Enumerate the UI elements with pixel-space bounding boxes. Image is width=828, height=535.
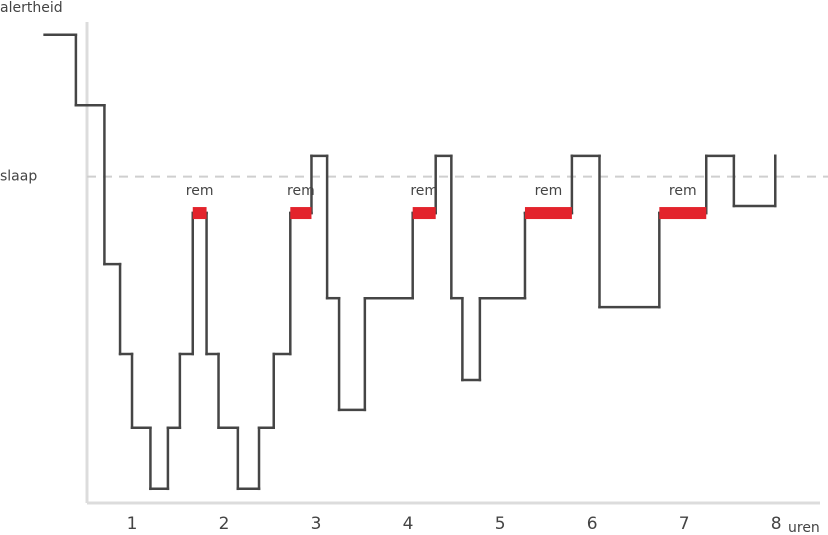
rem-bar — [659, 207, 707, 220]
x-tick-label: 4 — [403, 514, 414, 534]
rem-bar — [412, 207, 436, 220]
reference-label: slaap — [0, 169, 37, 185]
x-axis-label: uren — [788, 520, 820, 535]
x-tick-label: 2 — [219, 514, 230, 534]
y-axis-label: alertheid — [0, 0, 63, 16]
rem-label: rem — [535, 183, 563, 199]
x-tick-label: 6 — [587, 514, 598, 534]
rem-label: rem — [287, 183, 315, 199]
rem-label: rem — [669, 183, 697, 199]
rem-bar — [524, 207, 572, 220]
x-tick-label: 3 — [311, 514, 322, 534]
x-tick-label: 8 — [771, 514, 782, 534]
rem-label: rem — [410, 183, 438, 199]
x-tick-label: 1 — [127, 514, 138, 534]
x-tick-label: 5 — [495, 514, 506, 534]
rem-bar — [192, 207, 207, 220]
x-tick-label: 7 — [679, 514, 690, 534]
rem-bar — [290, 207, 312, 220]
rem-label: rem — [186, 183, 214, 199]
